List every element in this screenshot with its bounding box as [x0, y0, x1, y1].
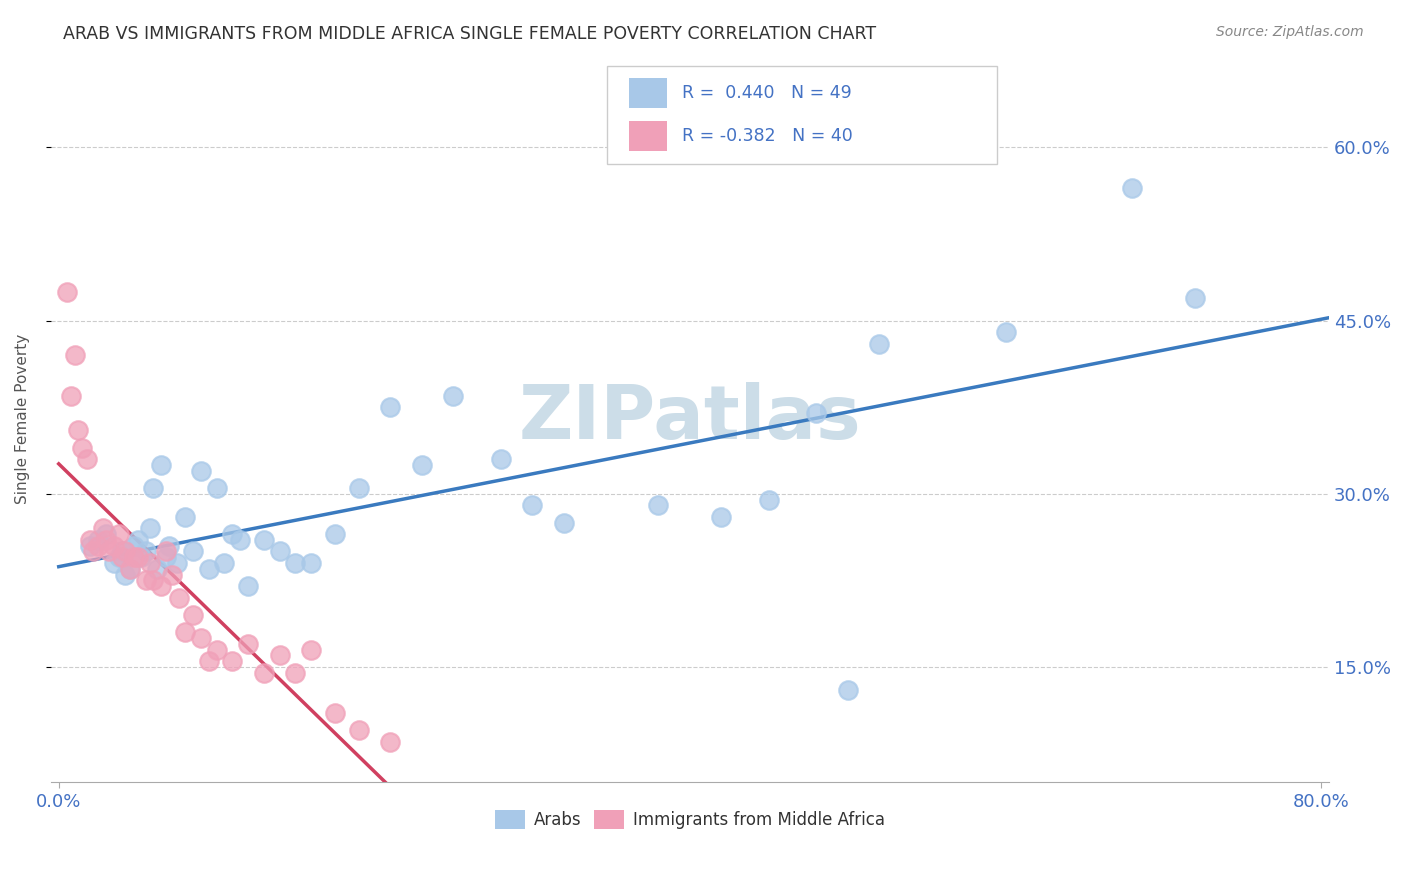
Point	[229, 533, 252, 547]
Point	[134, 544, 156, 558]
Point	[181, 544, 204, 558]
Point	[269, 544, 291, 558]
Point	[55, 285, 77, 299]
Point	[236, 637, 259, 651]
Point	[284, 556, 307, 570]
Point	[758, 492, 780, 507]
Point	[489, 452, 512, 467]
Point	[142, 481, 165, 495]
Point	[214, 556, 236, 570]
Point	[103, 539, 125, 553]
Point	[111, 544, 134, 558]
Point	[139, 556, 162, 570]
Point	[994, 325, 1017, 339]
Point	[205, 642, 228, 657]
Point	[197, 562, 219, 576]
Point	[127, 533, 149, 547]
Point	[142, 574, 165, 588]
Point	[253, 533, 276, 547]
Text: ARAB VS IMMIGRANTS FROM MIDDLE AFRICA SINGLE FEMALE POVERTY CORRELATION CHART: ARAB VS IMMIGRANTS FROM MIDDLE AFRICA SI…	[63, 25, 876, 43]
Point	[710, 509, 733, 524]
Point	[118, 562, 141, 576]
Point	[347, 481, 370, 495]
Text: ZIPatlas: ZIPatlas	[519, 383, 862, 455]
Point	[66, 423, 89, 437]
Point	[150, 458, 173, 472]
Point	[107, 550, 129, 565]
Point	[94, 527, 117, 541]
Point	[378, 401, 401, 415]
Point	[284, 665, 307, 680]
FancyBboxPatch shape	[607, 66, 997, 164]
Point	[174, 509, 197, 524]
Point	[804, 406, 827, 420]
Bar	[628, 78, 666, 108]
Point	[162, 567, 184, 582]
Point	[221, 527, 243, 541]
Point	[1121, 181, 1143, 195]
Point	[181, 607, 204, 622]
Point	[124, 550, 146, 565]
Point	[553, 516, 575, 530]
Point	[114, 567, 136, 582]
Point	[441, 389, 464, 403]
Bar	[628, 121, 666, 152]
Y-axis label: Single Female Poverty: Single Female Poverty	[15, 334, 30, 504]
Point	[167, 591, 190, 605]
Text: R =  0.440   N = 49: R = 0.440 N = 49	[682, 84, 852, 102]
Point	[269, 648, 291, 663]
Point	[91, 521, 114, 535]
Point	[63, 348, 86, 362]
Legend: Arabs, Immigrants from Middle Africa: Arabs, Immigrants from Middle Africa	[488, 804, 891, 836]
Point	[236, 579, 259, 593]
Point	[134, 574, 156, 588]
Point	[114, 544, 136, 558]
Point	[647, 499, 669, 513]
Point	[868, 336, 890, 351]
Point	[378, 735, 401, 749]
Point	[1184, 291, 1206, 305]
Point	[155, 550, 177, 565]
Point	[103, 556, 125, 570]
Point	[174, 625, 197, 640]
Point	[76, 452, 98, 467]
Point	[87, 533, 110, 547]
Point	[87, 539, 110, 553]
Text: Source: ZipAtlas.com: Source: ZipAtlas.com	[1216, 25, 1364, 39]
Point	[190, 631, 212, 645]
Point	[837, 683, 859, 698]
Point	[190, 464, 212, 478]
Point	[205, 481, 228, 495]
Text: R = -0.382   N = 40: R = -0.382 N = 40	[682, 128, 853, 145]
Point	[347, 723, 370, 738]
Point	[127, 550, 149, 565]
Point	[72, 441, 94, 455]
Point	[150, 579, 173, 593]
Point	[124, 539, 146, 553]
Point	[299, 642, 322, 657]
Point	[253, 665, 276, 680]
Point	[520, 499, 543, 513]
Point	[221, 654, 243, 668]
Point	[157, 539, 180, 553]
Point	[107, 527, 129, 541]
Point	[323, 706, 346, 720]
Point	[323, 527, 346, 541]
Point	[145, 562, 167, 576]
Point	[60, 389, 83, 403]
Point	[166, 556, 188, 570]
Point	[79, 539, 101, 553]
Point	[411, 458, 433, 472]
Point	[94, 533, 117, 547]
Point	[82, 544, 104, 558]
Point	[129, 550, 152, 565]
Point	[299, 556, 322, 570]
Point	[155, 544, 177, 558]
Point	[139, 521, 162, 535]
Point	[79, 533, 101, 547]
Point	[111, 550, 134, 565]
Point	[98, 544, 121, 558]
Point	[118, 562, 141, 576]
Point	[197, 654, 219, 668]
